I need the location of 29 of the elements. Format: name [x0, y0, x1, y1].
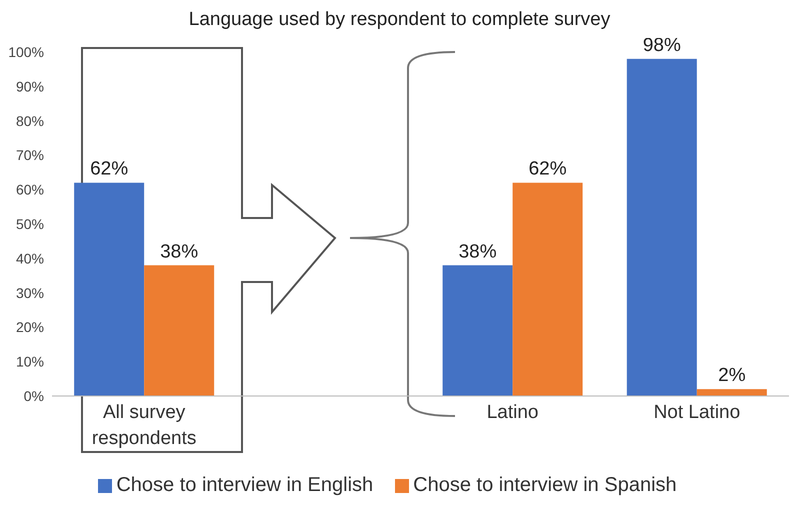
bar — [144, 265, 214, 396]
data-label: 38% — [458, 241, 497, 262]
y-tick-label: 90% — [16, 78, 44, 94]
legend-label: Chose to interview in Spanish — [413, 474, 677, 496]
y-tick-label: 100% — [8, 44, 44, 60]
data-label: 2% — [718, 365, 746, 386]
bar — [626, 58, 697, 396]
data-label: 62% — [528, 158, 567, 180]
y-tick-label: 30% — [16, 284, 44, 301]
bar — [696, 389, 767, 396]
bar — [512, 182, 583, 396]
x-tick-label: Not Latino — [654, 402, 740, 423]
y-tick-label: 60% — [16, 182, 44, 198]
y-tick-label: 40% — [16, 250, 44, 266]
data-label: 38% — [160, 241, 198, 262]
y-tick-label: 70% — [16, 147, 44, 164]
bar — [74, 182, 144, 396]
x-tick-label: Latino — [486, 402, 539, 423]
x-tick-label: All survey respondents — [92, 402, 196, 449]
legend-label: Chose to interview in English — [116, 474, 374, 496]
data-label: 98% — [642, 34, 681, 56]
y-tick-label: 80% — [16, 112, 44, 129]
y-tick-label: 20% — [16, 319, 44, 336]
y-tick-label: 50% — [16, 216, 44, 232]
chart-title: Language used by respondent to complete survey — [188, 9, 610, 30]
y-tick-label: 10% — [16, 354, 44, 370]
data-label: 62% — [90, 158, 128, 180]
bar — [442, 265, 513, 396]
y-tick-label: 0% — [24, 388, 44, 404]
